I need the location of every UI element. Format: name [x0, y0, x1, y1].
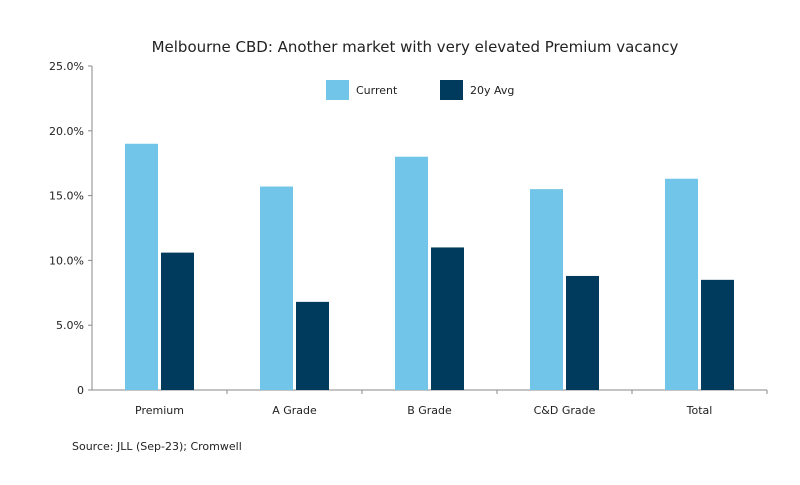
bar-20y-avg — [161, 252, 194, 390]
legend-label: Current — [356, 84, 398, 97]
x-tick-label: Premium — [135, 404, 184, 417]
x-tick-label: Total — [686, 404, 713, 417]
axes: 0 5.0% 10.0% 15.0% 20.0% 25.0% Premium A Grade B… — [49, 60, 768, 417]
legend-swatch — [440, 80, 463, 100]
legend-swatch — [326, 80, 349, 100]
legend-label: 20y Avg — [470, 84, 514, 97]
y-tick-label: 25.0% — [49, 60, 84, 73]
bar-20y-avg — [431, 247, 464, 390]
y-tick-label: 20.0% — [49, 125, 84, 138]
y-tick-label: 15.0% — [49, 190, 84, 203]
x-tick-label: C&D Grade — [534, 404, 596, 417]
chart-title: Melbourne CBD: Another market with very … — [152, 38, 679, 56]
y-tick-label: 0 — [77, 384, 84, 397]
legend: Current 20y Avg — [326, 80, 514, 100]
y-tick-label: 10.0% — [49, 254, 84, 267]
bar-current — [395, 156, 428, 390]
bar-current — [530, 189, 563, 390]
bar-current — [260, 186, 293, 390]
bar-20y-avg — [701, 279, 734, 390]
bar-current — [125, 143, 158, 390]
source-note: Source: JLL (Sep-23); Cromwell — [72, 440, 242, 453]
bar-current — [665, 178, 698, 390]
bars — [125, 143, 734, 390]
x-tick-label: B Grade — [407, 404, 452, 417]
y-tick-label: 5.0% — [56, 319, 84, 332]
bar-20y-avg — [296, 301, 329, 390]
x-tick-label: A Grade — [272, 404, 317, 417]
bar-20y-avg — [566, 275, 599, 390]
